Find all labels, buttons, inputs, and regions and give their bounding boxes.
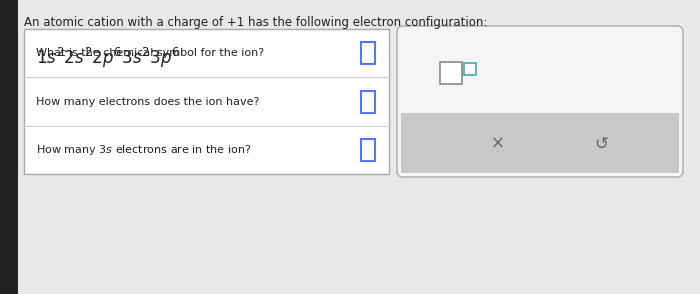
FancyBboxPatch shape <box>397 26 683 177</box>
FancyBboxPatch shape <box>24 29 389 174</box>
Bar <box>401 113 679 173</box>
FancyBboxPatch shape <box>361 42 375 64</box>
Text: What is the chemical symbol for the ion?: What is the chemical symbol for the ion? <box>36 48 264 58</box>
Bar <box>0 0 18 294</box>
Text: How many $3s$ electrons are in the ion?: How many $3s$ electrons are in the ion? <box>36 143 251 157</box>
Text: $1s^{2}2s^{2}2p^{6}3s^{2}3p^{6}$: $1s^{2}2s^{2}2p^{6}3s^{2}3p^{6}$ <box>36 46 181 70</box>
FancyBboxPatch shape <box>440 62 462 84</box>
FancyBboxPatch shape <box>361 139 375 161</box>
Text: How many electrons does the ion have?: How many electrons does the ion have? <box>36 96 260 106</box>
Text: ×: × <box>491 135 505 153</box>
Text: ↺: ↺ <box>595 135 608 153</box>
FancyBboxPatch shape <box>464 63 476 75</box>
Text: An atomic cation with a charge of +1 has the following electron configuration:: An atomic cation with a charge of +1 has… <box>24 16 487 29</box>
FancyBboxPatch shape <box>361 91 375 113</box>
